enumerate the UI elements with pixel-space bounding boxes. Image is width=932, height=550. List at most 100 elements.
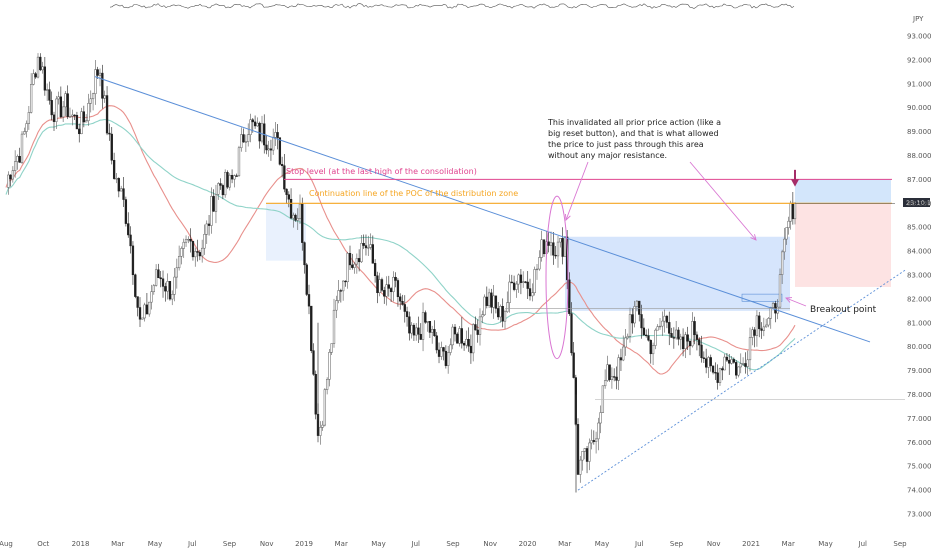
x-tick-label: 2021 <box>742 540 760 548</box>
annotations-layer: Stop level (at the last high of the cons… <box>286 118 877 315</box>
candle-body <box>325 379 329 390</box>
candle-body <box>373 263 377 277</box>
candle-body <box>389 288 393 293</box>
candle-body <box>355 258 358 265</box>
candle-body <box>661 320 664 327</box>
candle-body <box>428 321 432 333</box>
candle-body <box>85 120 88 123</box>
axes-layer: JPY 23:10:10 93.000 92.000 91.000 90.000 89.… <box>0 3 932 548</box>
candle-body <box>387 284 390 289</box>
candle-body <box>647 335 650 341</box>
candle-body <box>171 294 174 300</box>
x-tick-label: Mar <box>558 540 571 548</box>
candle-body <box>474 324 477 331</box>
candle-body <box>739 363 742 368</box>
candle-body <box>649 339 652 355</box>
candle-body <box>723 356 726 371</box>
candle-body <box>456 333 459 344</box>
candle-body <box>408 316 411 334</box>
candle-body <box>628 314 632 337</box>
price-tag-box <box>903 198 930 207</box>
candle-body <box>94 69 97 95</box>
candle-body <box>424 312 427 323</box>
candle-body <box>597 422 600 440</box>
candle-body <box>357 258 361 263</box>
breakout-point-label: Breakout point <box>810 305 877 315</box>
stop-marker-head <box>791 179 799 187</box>
candle-body <box>535 268 539 271</box>
candle-body <box>267 148 270 151</box>
candle-body <box>631 314 634 324</box>
candle-body <box>129 234 132 247</box>
note-arrow-to-zone <box>689 161 757 241</box>
candle-body <box>645 334 648 337</box>
candle-body <box>730 359 733 364</box>
candle-body <box>203 234 206 249</box>
candle-body <box>260 123 264 142</box>
candle-body <box>744 363 747 367</box>
candle-body <box>9 174 12 180</box>
candle-body <box>278 137 282 165</box>
candle-body <box>619 357 623 361</box>
candle-body <box>403 304 406 312</box>
y-tick-label: 74.000 <box>907 487 932 495</box>
candle-body <box>780 251 784 275</box>
moving-average-slow <box>5 118 796 371</box>
candle-body <box>66 93 69 117</box>
x-tick-label: Nov <box>260 540 274 548</box>
candle-body <box>23 131 26 135</box>
candle-body <box>11 170 15 180</box>
candle-body <box>103 95 106 99</box>
candle-body <box>127 223 130 236</box>
candle-body <box>610 376 614 380</box>
candle-body <box>433 329 436 337</box>
candle-body <box>247 134 250 142</box>
candle-body <box>64 93 67 108</box>
candle-body <box>695 334 699 340</box>
candle-body <box>526 281 529 289</box>
candle-body <box>654 329 657 346</box>
breakout-arrow-head <box>785 297 793 303</box>
y-tick-label: 89.000 <box>907 128 932 136</box>
candle-body <box>510 281 513 284</box>
candle-body <box>29 84 33 113</box>
candle-body <box>700 344 703 359</box>
candle-body <box>677 329 680 340</box>
candle-body <box>364 245 368 249</box>
candle-body <box>581 451 584 461</box>
candle-body <box>570 313 573 354</box>
candle-body <box>707 357 710 368</box>
candle-body <box>339 290 343 292</box>
candle-body <box>61 106 65 118</box>
candle-body <box>251 119 254 123</box>
candle-body <box>760 328 763 331</box>
breakout-arrow <box>785 297 807 307</box>
candle-body <box>472 324 475 354</box>
candle-body <box>71 114 74 117</box>
candle-body <box>207 223 211 226</box>
candle-body <box>519 274 523 283</box>
candle-body <box>87 103 90 121</box>
candle-body <box>276 132 279 138</box>
x-tick-label: May <box>148 540 162 548</box>
y-tick-label: 78.000 <box>907 391 932 399</box>
candle-body <box>25 123 28 132</box>
candle-body <box>292 214 295 219</box>
candle-body <box>235 175 238 177</box>
candle-body <box>576 424 580 475</box>
y-tick-label: 92.000 <box>907 56 932 64</box>
x-tick-label: 2020 <box>519 540 537 548</box>
candle-body <box>351 264 354 268</box>
candle-body <box>75 115 79 130</box>
note-line-2: big reset button), and that is what allo… <box>548 129 719 138</box>
candle-body <box>499 306 502 318</box>
y-tick-label: 91.000 <box>907 80 932 88</box>
candle-body <box>96 69 99 76</box>
candle-body <box>656 326 659 331</box>
candle-body <box>82 111 85 123</box>
candle-body <box>691 321 694 347</box>
candle-body <box>556 241 560 257</box>
candle-body <box>164 286 167 292</box>
candle-body <box>301 203 304 243</box>
candle-body <box>55 98 58 122</box>
